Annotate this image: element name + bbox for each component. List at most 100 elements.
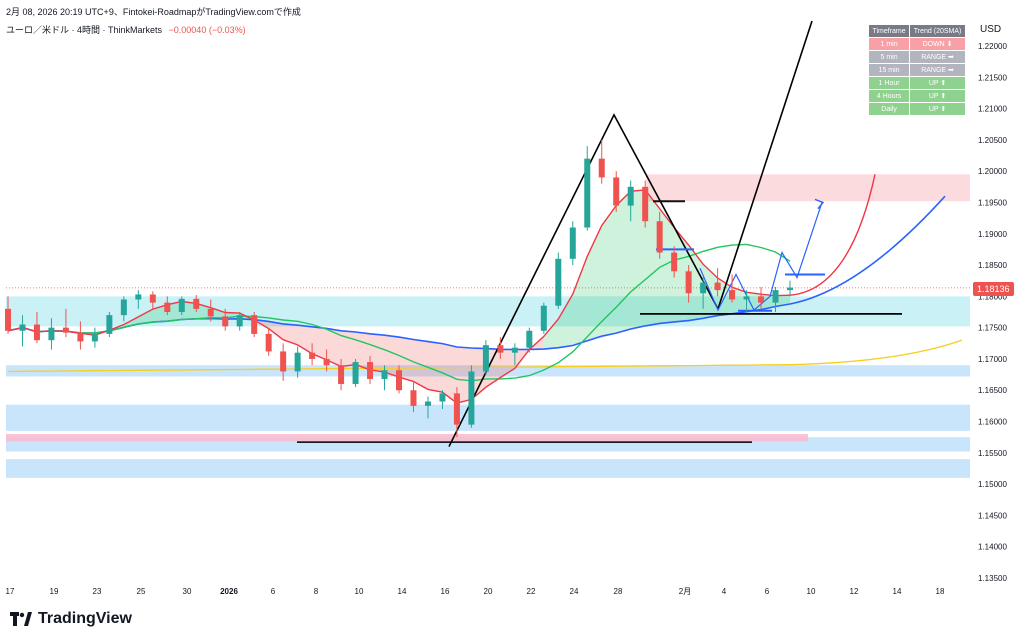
time-tick-label: 2026 [220, 587, 238, 596]
symbol-legend: ユーロ／米ドル · 4時間 · ThinkMarkets −0.00040 (−… [6, 23, 246, 36]
candle-body [91, 333, 98, 342]
ma-cloud-segment [268, 321, 284, 340]
candle-body [323, 358, 330, 366]
ma-cloud-segment [659, 208, 675, 324]
candle [772, 286, 779, 312]
candle [453, 387, 460, 438]
symbol-name: ユーロ／米ドル · 4時間 · ThinkMarkets [6, 25, 163, 35]
candle [193, 295, 200, 312]
candle [468, 365, 475, 428]
candle-body [62, 327, 69, 333]
candle-body [714, 282, 721, 291]
ma-cloud-segment [341, 330, 356, 367]
ma-cloud-segment [456, 346, 472, 404]
candle-body [555, 258, 562, 306]
candle-body [265, 333, 272, 352]
ma-cloud-segment [587, 225, 602, 341]
ma-cloud-segment [616, 191, 631, 334]
ma-cloud-segment [181, 301, 197, 320]
trend-row: 4 Hours UP ⬆ [867, 89, 966, 103]
price-tick-label: 1.19500 [978, 198, 1007, 207]
candle-body [5, 308, 11, 331]
candle-body [33, 324, 40, 341]
price-tick-label: 1.13500 [978, 574, 1007, 583]
candle-body [787, 287, 793, 291]
price-tick-label: 1.22000 [978, 42, 1007, 51]
candle-body [497, 345, 504, 353]
tradingview-logo-icon [10, 612, 32, 626]
candle-body [685, 271, 692, 294]
ma-cloud-segment [674, 227, 689, 322]
candle [613, 171, 620, 212]
candle [77, 321, 84, 350]
candle [106, 312, 113, 338]
candle-body [627, 186, 634, 206]
ma-green-line [7, 243, 791, 382]
trend-row: 1 min DOWN ⬇ [867, 37, 966, 51]
trend-row: 5 min RANGE ➡ [867, 50, 966, 64]
trend-row-value: UP ⬆ [909, 76, 966, 90]
candle-body [743, 296, 750, 300]
trend-row-value: UP ⬆ [909, 89, 966, 103]
candle-body [135, 294, 142, 300]
trend-row-value: RANGE ➡ [909, 50, 966, 64]
candle-body [642, 186, 649, 222]
candle [309, 343, 316, 366]
ma-cloud-segment [732, 287, 747, 314]
candle-body [656, 221, 663, 253]
candle-body [294, 352, 301, 372]
time-tick-label: 20 [484, 587, 493, 596]
price-tick-label: 1.17500 [978, 324, 1007, 333]
candle [381, 365, 388, 391]
trend-row-timeframe: 4 Hours [867, 89, 911, 103]
ma-yellow-projection [789, 339, 963, 366]
candle-body [396, 370, 402, 391]
candle-body [729, 290, 736, 300]
time-tick-label: 10 [355, 587, 364, 596]
candle [584, 146, 591, 231]
candle [497, 337, 504, 359]
time-tick-label: 10 [807, 587, 816, 596]
candle [149, 291, 156, 309]
candle-body [106, 315, 113, 334]
ma-fills [8, 189, 790, 404]
candle-body [511, 347, 518, 353]
trend-row-timeframe: Daily [867, 102, 911, 116]
candle-body [251, 315, 258, 334]
time-tick-label: 12 [850, 587, 859, 596]
ma-cloud-segment [630, 189, 646, 330]
candle [294, 346, 301, 378]
time-tick-label: 24 [570, 587, 579, 596]
trend-table-header-timeframe: Timeframe [867, 24, 911, 38]
ma-cloud-segment [138, 309, 153, 325]
price-axis: 1.22000 1.21500 1.21000 1.20500 1.20000 1.195… [978, 42, 1007, 583]
candle [540, 302, 547, 334]
candle-body [439, 393, 446, 402]
candle-body [149, 294, 156, 303]
candle-body [453, 393, 460, 425]
candle [758, 286, 765, 309]
trend-table-header-trend: Trend (20SMA) [909, 24, 966, 38]
candle-body [569, 227, 576, 259]
ma-cloud-segment [152, 304, 168, 323]
blue-zone [6, 459, 970, 478]
candle-body [367, 362, 374, 379]
currency-label: USD [980, 24, 1002, 35]
ma-cloud-segment [761, 294, 776, 310]
time-tick-label: 25 [137, 587, 146, 596]
candle [352, 358, 359, 388]
trend-row-value: UP ⬆ [909, 102, 966, 116]
time-tick-label: 17 [6, 587, 15, 596]
time-tick-label: 18 [936, 587, 945, 596]
price-tick-label: 1.16500 [978, 386, 1007, 395]
candle-body [19, 324, 26, 331]
candle [729, 274, 736, 303]
moving-averages [7, 174, 963, 404]
tradingview-logo[interactable]: TradingView [10, 610, 132, 628]
price-tick-label: 1.21000 [978, 105, 1007, 114]
candle [33, 312, 40, 344]
last-price-tag: 1.18136 [973, 282, 1014, 296]
price-tick-label: 1.20500 [978, 136, 1007, 145]
candle [627, 180, 634, 222]
